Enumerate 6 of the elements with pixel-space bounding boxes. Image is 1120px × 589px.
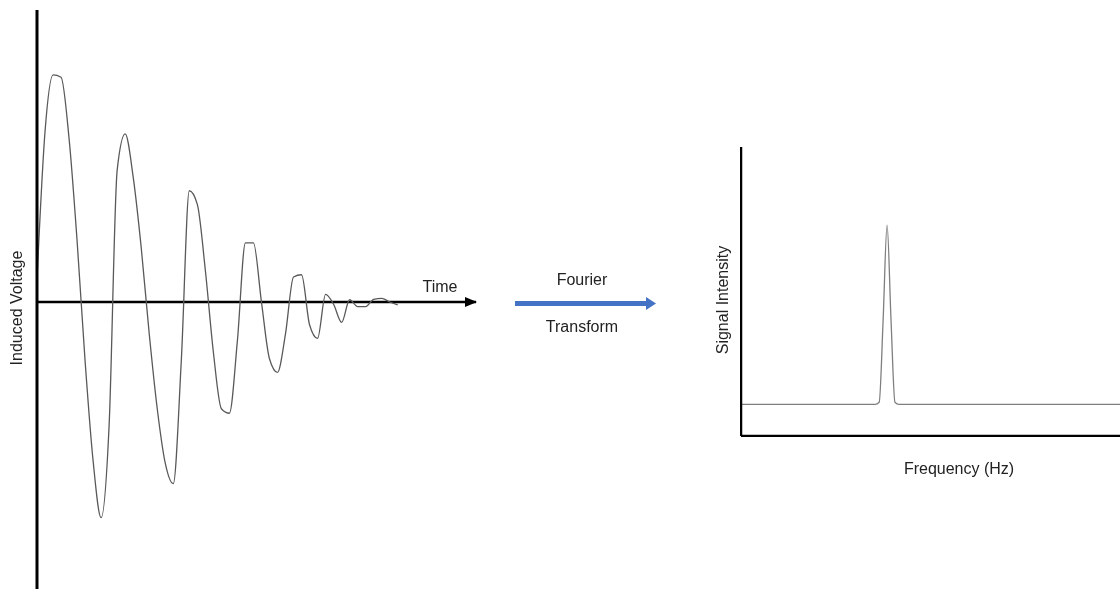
- y-axis-title: Induced Voltage: [8, 250, 26, 366]
- x-axis-title: Frequency (Hz): [903, 460, 1015, 478]
- y-axis-title: Signal Intensity: [714, 245, 732, 355]
- text: Transform: [545, 318, 619, 336]
- x-axis-title: Time: [422, 278, 458, 296]
- text: Fourier: [556, 271, 608, 289]
